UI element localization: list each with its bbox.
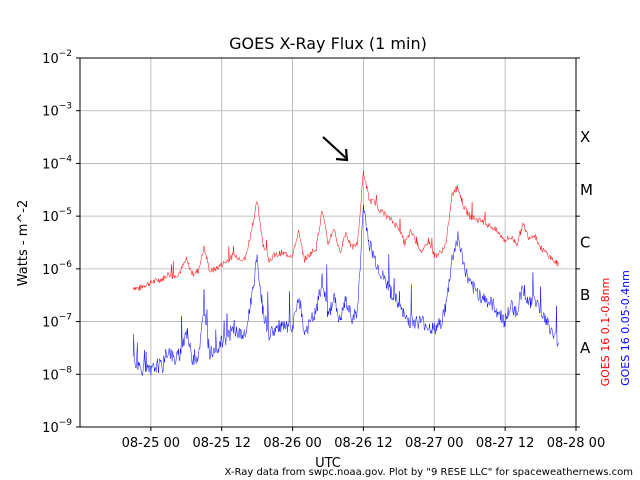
x-axis-label: UTC: [315, 456, 341, 471]
chart-title: GOES X-Ray Flux (1 min): [229, 34, 427, 53]
plot-frame: [79, 57, 577, 428]
flare-class-X: X: [580, 128, 590, 146]
flare-class-C: C: [580, 234, 590, 252]
legend-short-channel: GOES 16 0.05-0.4nm: [619, 270, 632, 386]
x-tick-label: 08-25 12: [192, 436, 250, 451]
y-tick-exponent: −8: [59, 365, 73, 375]
series-line-0: [132, 170, 559, 292]
y-tick-exponent: −6: [59, 260, 73, 270]
series-line-1: [132, 204, 559, 376]
flare-class-B: B: [580, 286, 590, 304]
y-tick-exponent: −4: [59, 154, 73, 164]
y-tick-exponent: −5: [59, 207, 72, 217]
x-tick-label: 08-26 00: [263, 436, 321, 451]
arrow-shaft: [322, 136, 347, 159]
y-tick-exponent: −7: [59, 313, 72, 323]
y-tick-exponent: −9: [59, 418, 73, 428]
flare-class-A: A: [580, 339, 591, 357]
y-tick-exponent: −3: [59, 102, 72, 112]
x-tick-label: 08-27 00: [405, 436, 463, 451]
flare-class-labels: A B C M X: [580, 128, 593, 357]
legend-long-channel: GOES 16 0.1-0.8nm: [599, 278, 612, 387]
arrow-head: [335, 148, 349, 162]
y-axis-label: Watts - m^-2: [16, 200, 31, 286]
x-tick-label: 08-25 00: [122, 436, 180, 451]
series-layer: [132, 170, 559, 376]
x-tick-label: 08-28 00: [547, 436, 605, 451]
flare-arrow: [322, 136, 349, 162]
x-tick-label: 08-26 12: [334, 436, 392, 451]
flare-class-M: M: [580, 181, 593, 199]
x-tick-label: 08-27 12: [476, 436, 534, 451]
data-credit: X-Ray data from swpc.noaa.gov. Plot by "…: [225, 467, 633, 478]
y-tick-exponent: −2: [59, 49, 72, 59]
x-ticks: 08-25 00 08-25 12 08-26 00 08-26 12 08-27 00…: [122, 427, 605, 451]
